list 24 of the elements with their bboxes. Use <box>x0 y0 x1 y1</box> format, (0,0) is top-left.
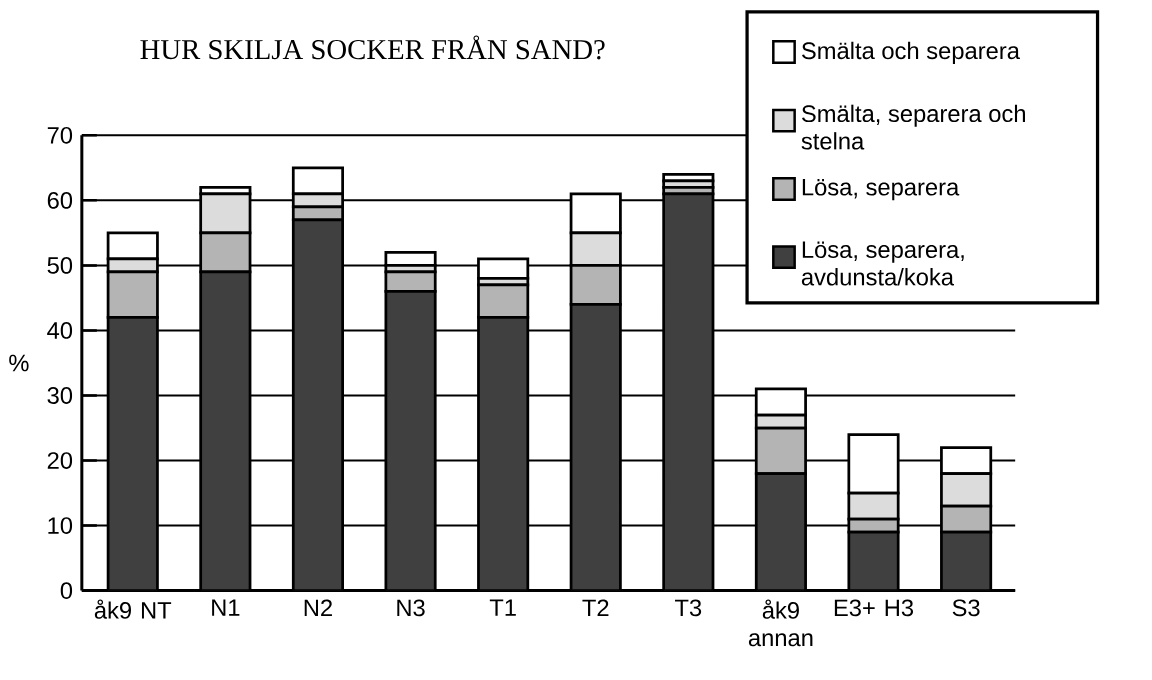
legend-label: Smälta, separera och stelna <box>801 104 1025 150</box>
x-tick-label: N1 <box>212 599 240 617</box>
x-tick-label: T3 <box>675 599 702 617</box>
x-tick-label: åk9 NT <box>94 599 172 620</box>
y-tick-label: 50 <box>47 257 73 275</box>
legend-label: Smälta och separera <box>801 42 1020 65</box>
y-tick-label: 30 <box>47 387 73 405</box>
y-tick-label: 40 <box>47 322 73 340</box>
y-tick-label: 10 <box>48 517 73 535</box>
x-tick-label: S3 <box>952 599 980 617</box>
x-tick-label: åk9 annan <box>748 599 813 647</box>
y-tick-label: 20 <box>47 452 73 470</box>
x-tick-label: T2 <box>582 599 609 617</box>
y-axis-title: % <box>9 354 29 372</box>
legend-label: Lösa, separera, avdunsta/koka <box>801 241 964 286</box>
y-tick-label: 0 <box>60 582 73 600</box>
y-tick-label: 60 <box>47 192 73 210</box>
x-tick-label: N2 <box>304 599 332 617</box>
x-tick-label: T1 <box>489 599 516 617</box>
y-tick-label: 70 <box>47 127 73 144</box>
legend-label: Lösa, separera <box>802 179 960 201</box>
chart-title: HUR SKILJA SOCKER FRÅN SAND? <box>140 35 605 60</box>
x-tick-label: N3 <box>397 599 425 617</box>
x-tick-label: E3+ H3 <box>834 599 914 617</box>
